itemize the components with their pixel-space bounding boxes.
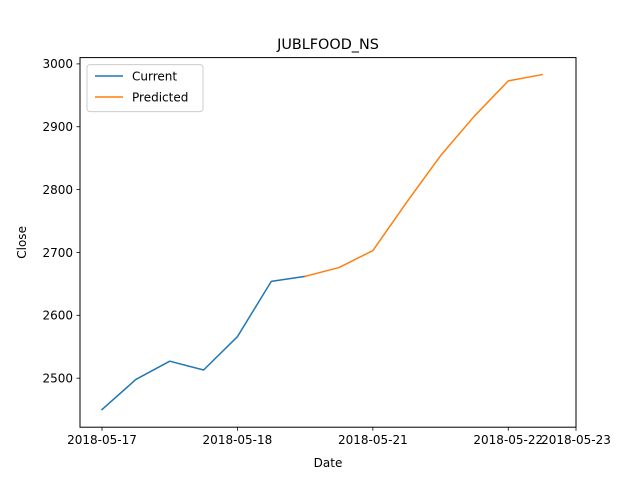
x-tick-label: 2018-05-17 xyxy=(67,433,137,447)
x-tick-label: 2018-05-23 xyxy=(541,433,611,447)
y-tick-label: 2900 xyxy=(42,120,73,134)
x-axis: 2018-05-17 2018-05-18 2018-05-21 2018-05-22… xyxy=(67,427,611,447)
y-tick-label: 2800 xyxy=(42,183,73,197)
plot-lines xyxy=(100,73,544,411)
y-tick-label: 2500 xyxy=(42,371,73,385)
plot-frame xyxy=(79,57,577,428)
legend: Current Predicted xyxy=(86,64,204,113)
x-tick-label: 2018-05-18 xyxy=(203,433,273,447)
y-axis: 2500 2600 2700 2800 2900 3000 xyxy=(42,57,80,385)
y-tick-label: 2600 xyxy=(42,309,73,323)
legend-label-predicted: Predicted xyxy=(132,91,188,105)
x-axis-label: Date xyxy=(314,456,343,470)
x-tick-label: 2018-05-21 xyxy=(338,433,408,447)
series-line-predicted xyxy=(304,73,544,278)
x-tick-label: 2018-05-22 xyxy=(473,433,543,447)
y-tick-label: 2700 xyxy=(42,246,73,260)
y-axis-label: Close xyxy=(15,226,29,259)
chart-title: JUBLFOOD_NS xyxy=(276,37,379,53)
y-tick-label: 3000 xyxy=(42,57,73,71)
legend-label-current: Current xyxy=(132,70,177,84)
series-line-current xyxy=(100,275,307,411)
